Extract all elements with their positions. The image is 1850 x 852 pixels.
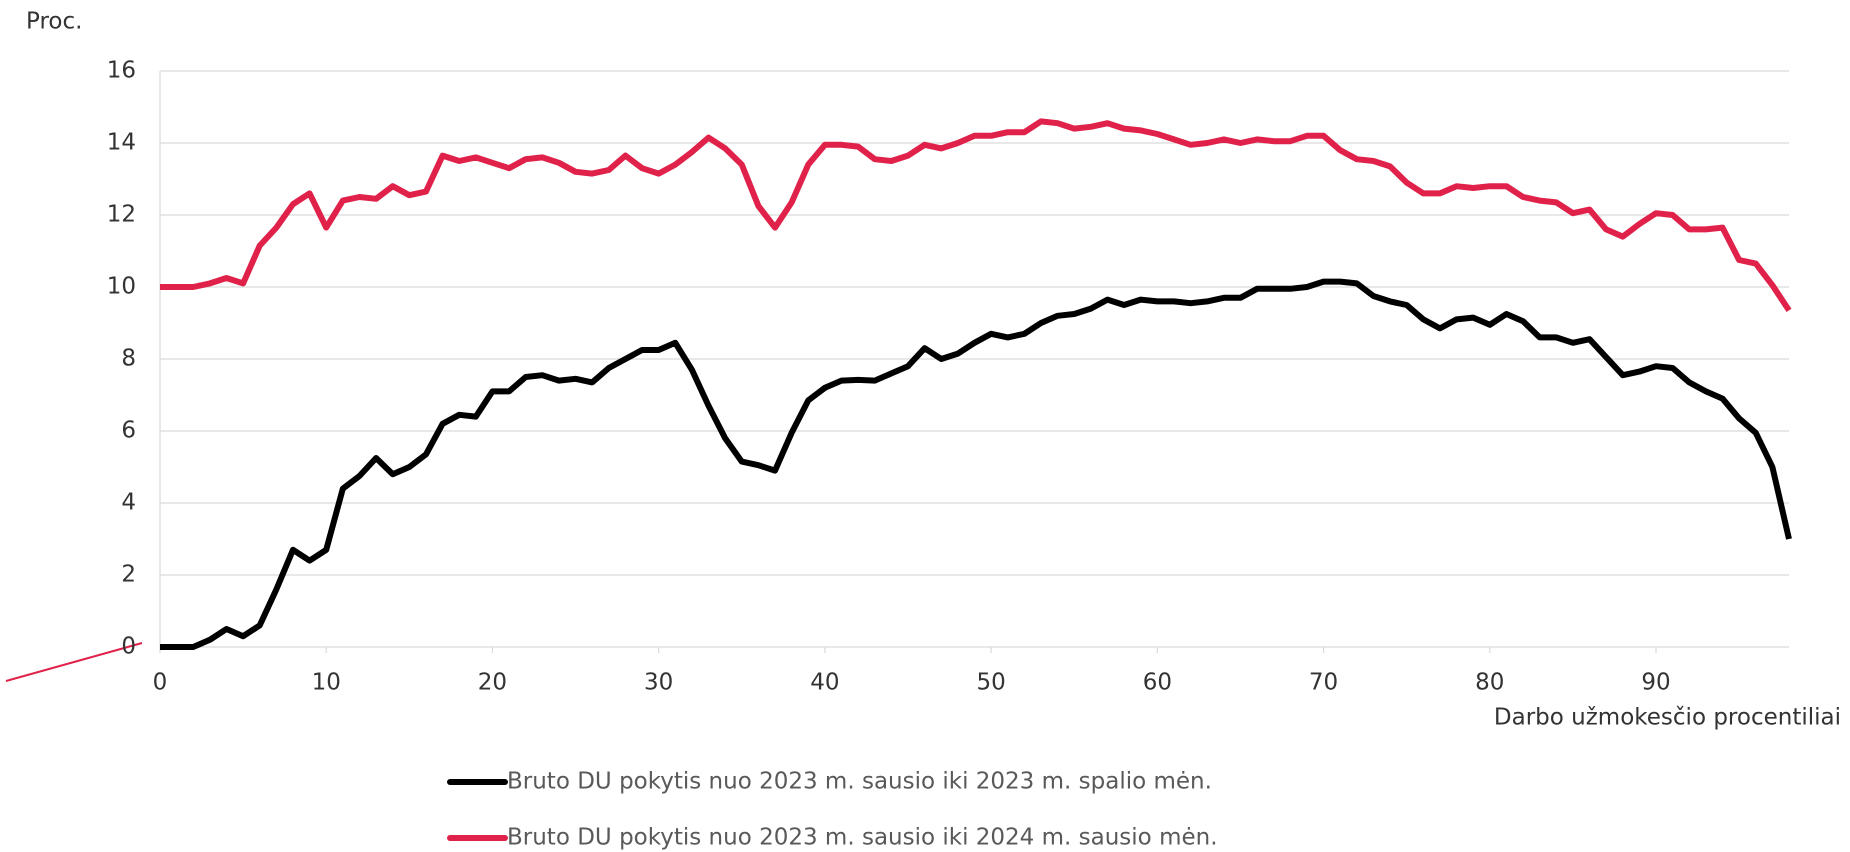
y-tick-label: 14: [107, 130, 136, 156]
x-tick-label: 80: [1475, 670, 1504, 696]
x-tick-label: 40: [810, 670, 839, 696]
data-line: [160, 278, 1792, 650]
x-axis-label: Darbo užmokesčio procentiliai: [1494, 705, 1841, 731]
x-tick-label: 60: [1143, 670, 1172, 696]
y-tick-label: 6: [121, 418, 136, 444]
x-tick-label: 90: [1641, 670, 1670, 696]
y-tick-label: 2: [121, 562, 136, 588]
y-tick-label: 8: [121, 346, 136, 372]
y-tick-label: 12: [107, 202, 136, 228]
y-tick-label: 16: [107, 58, 136, 84]
x-tick-label: 10: [312, 670, 341, 696]
y-tick-label: 0: [121, 634, 136, 660]
data-line: [160, 118, 1792, 313]
x-tick-label: 50: [976, 670, 1005, 696]
x-tick-label: 0: [153, 670, 168, 696]
x-tick-label: 20: [478, 670, 507, 696]
x-tick-label: 30: [644, 670, 673, 696]
y-axis-label: Proc.: [26, 9, 82, 35]
y-tick-label: 4: [121, 490, 136, 516]
pointer-arrow: [5, 642, 143, 682]
legend-label: Bruto DU pokytis nuo 2023 m. sausio iki …: [507, 825, 1218, 851]
y-tick-label: 10: [107, 274, 136, 300]
legend-label: Bruto DU pokytis nuo 2023 m. sausio iki …: [507, 769, 1212, 795]
x-tick-label: 70: [1309, 670, 1338, 696]
